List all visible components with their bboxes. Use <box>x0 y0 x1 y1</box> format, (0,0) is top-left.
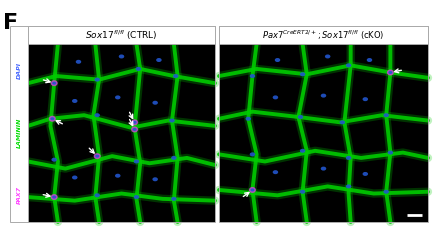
Ellipse shape <box>131 119 138 125</box>
Ellipse shape <box>383 113 389 117</box>
Ellipse shape <box>388 71 392 74</box>
Ellipse shape <box>51 194 58 200</box>
Ellipse shape <box>134 195 139 199</box>
Ellipse shape <box>321 94 326 98</box>
Ellipse shape <box>153 101 158 105</box>
Ellipse shape <box>171 156 177 160</box>
Ellipse shape <box>250 74 255 78</box>
Bar <box>219 26 428 222</box>
Ellipse shape <box>388 70 393 74</box>
Ellipse shape <box>119 54 124 59</box>
Ellipse shape <box>321 167 326 171</box>
Ellipse shape <box>171 197 177 201</box>
Ellipse shape <box>346 184 351 188</box>
Ellipse shape <box>52 82 56 85</box>
Text: DAPI: DAPI <box>17 62 21 79</box>
Ellipse shape <box>153 177 158 181</box>
Ellipse shape <box>275 58 280 62</box>
Ellipse shape <box>94 153 101 159</box>
Ellipse shape <box>115 174 120 178</box>
Ellipse shape <box>387 69 394 76</box>
Text: PAX7: PAX7 <box>17 186 21 204</box>
Ellipse shape <box>131 126 138 132</box>
Ellipse shape <box>52 196 56 199</box>
Ellipse shape <box>134 160 139 163</box>
Ellipse shape <box>115 95 120 99</box>
Ellipse shape <box>250 188 255 192</box>
Ellipse shape <box>95 113 100 117</box>
Ellipse shape <box>133 121 136 124</box>
Ellipse shape <box>325 54 330 59</box>
Ellipse shape <box>245 117 251 121</box>
Text: $\mathit{Sox17}^{\mathit{fl/fl}}$ (CTRL): $\mathit{Sox17}^{\mathit{fl/fl}}$ (CTRL) <box>85 28 158 42</box>
Ellipse shape <box>51 81 57 85</box>
Ellipse shape <box>95 154 100 158</box>
Ellipse shape <box>250 188 255 191</box>
Ellipse shape <box>272 95 278 99</box>
Ellipse shape <box>346 63 351 67</box>
Ellipse shape <box>95 155 99 158</box>
Ellipse shape <box>367 58 372 62</box>
Ellipse shape <box>272 170 278 174</box>
Bar <box>219 26 428 44</box>
Bar <box>10 26 28 222</box>
Ellipse shape <box>300 190 305 194</box>
Ellipse shape <box>156 58 162 62</box>
Ellipse shape <box>300 149 305 153</box>
Ellipse shape <box>76 60 81 64</box>
Ellipse shape <box>340 120 345 124</box>
Ellipse shape <box>72 99 78 103</box>
Text: $\mathit{Pax7}^{\mathit{CreERT2/+}}$$\mathit{;Sox17}^{\mathit{fl/fl}}$ (cKO): $\mathit{Pax7}^{\mathit{CreERT2/+}}$$\ma… <box>262 28 385 42</box>
Ellipse shape <box>173 74 178 78</box>
Text: F: F <box>3 13 18 33</box>
Ellipse shape <box>95 78 100 81</box>
Ellipse shape <box>363 97 368 101</box>
Ellipse shape <box>49 116 56 122</box>
Ellipse shape <box>249 187 256 193</box>
Ellipse shape <box>136 67 141 71</box>
Ellipse shape <box>169 118 175 123</box>
Ellipse shape <box>50 117 54 120</box>
Bar <box>28 26 215 222</box>
Ellipse shape <box>383 190 389 194</box>
Ellipse shape <box>72 175 78 180</box>
Ellipse shape <box>388 151 393 155</box>
Bar <box>28 26 215 44</box>
Ellipse shape <box>51 80 58 86</box>
Ellipse shape <box>346 156 351 160</box>
Ellipse shape <box>50 117 55 121</box>
Ellipse shape <box>51 158 57 162</box>
Ellipse shape <box>300 72 305 76</box>
Ellipse shape <box>51 195 57 199</box>
Ellipse shape <box>132 120 137 124</box>
Text: LAMININ: LAMININ <box>17 118 21 148</box>
Ellipse shape <box>133 128 136 131</box>
Ellipse shape <box>363 172 368 176</box>
Ellipse shape <box>95 193 100 197</box>
Bar <box>219 44 428 222</box>
Ellipse shape <box>250 152 255 156</box>
Bar <box>28 44 215 222</box>
Ellipse shape <box>298 115 303 119</box>
